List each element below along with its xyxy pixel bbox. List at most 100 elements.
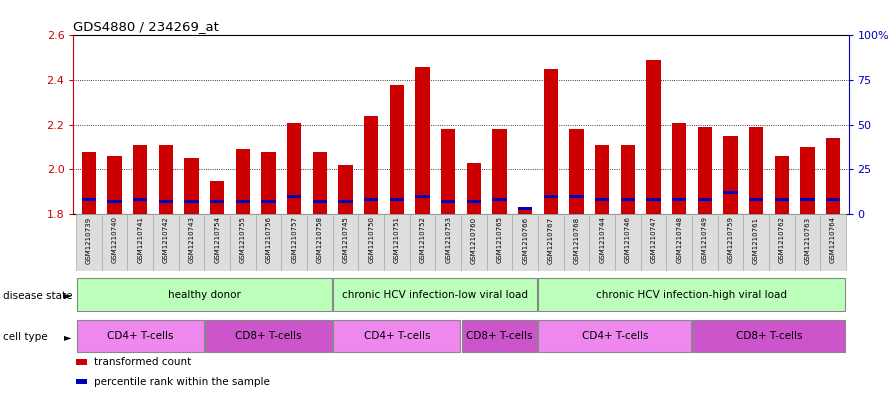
Text: CD8+ T-cells: CD8+ T-cells	[236, 331, 302, 341]
Bar	[307, 214, 332, 271]
Bar	[820, 214, 846, 271]
Bar	[538, 214, 564, 271]
Bar	[339, 165, 352, 214]
Bar	[795, 214, 820, 271]
FancyBboxPatch shape	[693, 320, 846, 352]
FancyBboxPatch shape	[205, 320, 332, 352]
Bar	[262, 152, 276, 214]
Text: GSM1210749: GSM1210749	[702, 217, 708, 263]
Bar	[159, 200, 173, 203]
Text: chronic HCV infection-high viral load: chronic HCV infection-high viral load	[597, 290, 788, 300]
Text: ►: ►	[65, 332, 72, 342]
Bar	[570, 129, 583, 214]
Bar	[467, 200, 481, 203]
FancyBboxPatch shape	[538, 279, 846, 311]
Bar	[692, 214, 718, 271]
Bar	[76, 214, 102, 271]
Bar	[230, 214, 255, 271]
Bar	[615, 214, 641, 271]
Bar	[775, 198, 788, 201]
Bar	[281, 214, 307, 271]
Bar	[544, 69, 558, 214]
Bar	[518, 208, 532, 210]
Text: GSM1210740: GSM1210740	[111, 217, 117, 263]
Bar	[416, 67, 429, 214]
FancyBboxPatch shape	[76, 279, 332, 311]
Bar	[313, 200, 327, 203]
Bar	[409, 214, 435, 271]
Bar	[749, 198, 763, 201]
Bar	[621, 198, 635, 201]
Text: GDS4880 / 234269_at: GDS4880 / 234269_at	[73, 20, 220, 33]
Bar	[262, 200, 276, 203]
Bar	[82, 198, 96, 201]
Bar	[800, 147, 814, 214]
Text: cell type: cell type	[3, 332, 47, 342]
Bar	[390, 198, 404, 201]
Bar	[487, 214, 513, 271]
Bar	[461, 214, 487, 271]
Text: GSM1210751: GSM1210751	[394, 217, 400, 263]
Text: GSM1210753: GSM1210753	[445, 217, 452, 263]
FancyBboxPatch shape	[461, 320, 538, 352]
Bar	[564, 214, 590, 271]
Bar	[698, 198, 711, 201]
Bar	[358, 214, 384, 271]
Bar	[672, 123, 686, 214]
Bar	[416, 195, 429, 198]
Text: GSM1210744: GSM1210744	[599, 217, 605, 263]
FancyBboxPatch shape	[333, 320, 461, 352]
Bar	[384, 214, 409, 271]
Text: GSM1210757: GSM1210757	[291, 217, 297, 263]
Bar	[646, 198, 660, 201]
FancyBboxPatch shape	[76, 320, 204, 352]
Bar	[667, 214, 692, 271]
Text: GSM1210748: GSM1210748	[676, 217, 682, 263]
Bar	[744, 214, 769, 271]
Text: GSM1210745: GSM1210745	[342, 217, 349, 263]
Bar	[641, 214, 667, 271]
Bar	[108, 156, 122, 214]
Bar	[159, 145, 173, 214]
Bar	[82, 152, 96, 214]
Text: transformed count: transformed count	[94, 357, 192, 367]
FancyBboxPatch shape	[538, 320, 692, 352]
Bar	[339, 200, 352, 203]
Bar	[544, 195, 558, 198]
Text: GSM1210767: GSM1210767	[547, 217, 554, 264]
Text: GSM1210750: GSM1210750	[368, 217, 375, 263]
Bar	[493, 198, 506, 201]
Bar	[287, 195, 301, 198]
Text: GSM1210758: GSM1210758	[317, 217, 323, 263]
Text: chronic HCV infection-low viral load: chronic HCV infection-low viral load	[342, 290, 529, 300]
Bar	[646, 60, 660, 214]
Bar	[236, 200, 250, 203]
Bar	[570, 195, 583, 198]
Bar	[518, 208, 532, 214]
Bar	[287, 123, 301, 214]
Bar	[185, 158, 199, 214]
FancyBboxPatch shape	[333, 279, 538, 311]
Bar	[826, 198, 840, 201]
Text: GSM1210763: GSM1210763	[805, 217, 811, 264]
Text: GSM1210762: GSM1210762	[779, 217, 785, 263]
Bar	[204, 214, 230, 271]
Bar	[236, 149, 250, 214]
Text: GSM1210765: GSM1210765	[496, 217, 503, 263]
Bar	[621, 145, 635, 214]
Text: GSM1210760: GSM1210760	[470, 217, 477, 264]
Text: GSM1210756: GSM1210756	[265, 217, 271, 263]
Bar	[595, 145, 609, 214]
Bar	[590, 214, 615, 271]
Text: GSM1210755: GSM1210755	[240, 217, 246, 263]
Bar	[698, 127, 711, 214]
Bar	[826, 138, 840, 214]
Text: GSM1210764: GSM1210764	[830, 217, 836, 263]
Text: CD8+ T-cells: CD8+ T-cells	[466, 331, 533, 341]
Text: GSM1210761: GSM1210761	[754, 217, 759, 264]
Bar	[134, 145, 147, 214]
Text: healthy donor: healthy donor	[168, 290, 241, 300]
Bar	[178, 214, 204, 271]
Bar	[332, 214, 358, 271]
Bar	[749, 127, 763, 214]
